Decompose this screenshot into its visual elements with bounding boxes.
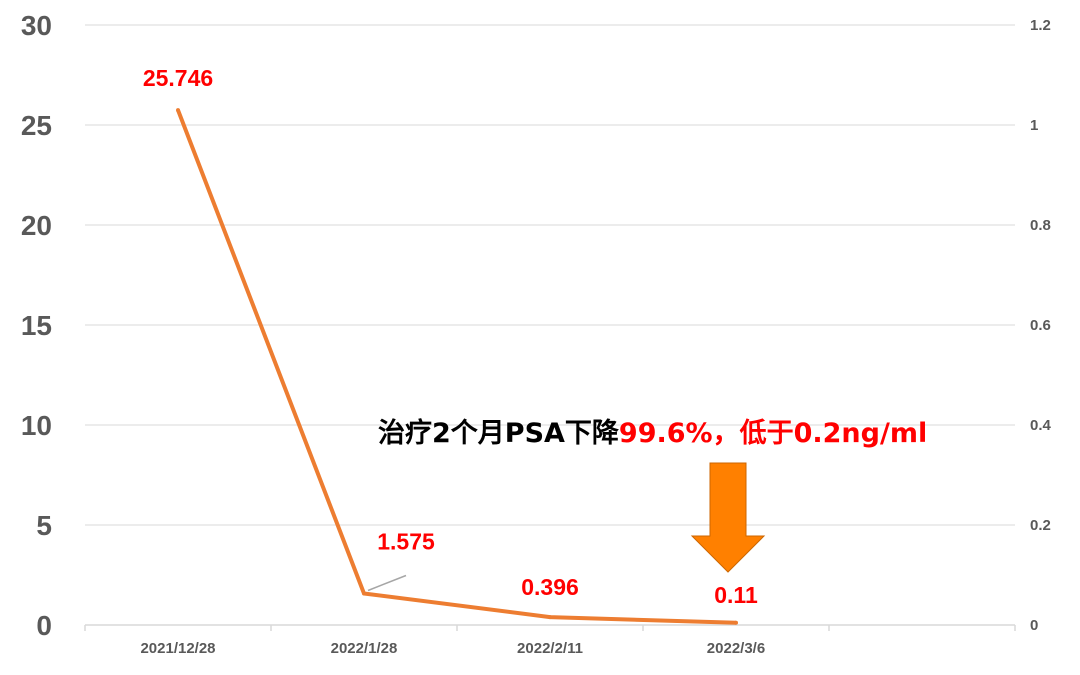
data-label: 0.396 <box>521 574 579 600</box>
y-tick-label: 20 <box>21 210 52 241</box>
data-label: 25.746 <box>143 65 213 91</box>
annotation-text: 治疗2个月PSA下降99.6%，低于0.2ng/ml <box>378 417 927 449</box>
psa-series <box>176 108 738 625</box>
gridlines <box>85 24 1015 526</box>
y-tick-label: 25 <box>21 110 52 141</box>
data-point <box>548 615 552 620</box>
annotation-text-black: 治疗2个月PSA下降 <box>378 417 620 449</box>
y2-tick-label: 1 <box>1030 117 1038 134</box>
annotation-text-red: 99.6%，低于0.2ng/ml <box>619 418 927 449</box>
x-tick-label: 2022/1/28 <box>331 640 398 657</box>
down-arrow-icon <box>690 462 766 573</box>
y2-tick-label: 1.2 <box>1030 17 1051 34</box>
y2-tick-label: 0.4 <box>1030 417 1052 434</box>
y-tick-label: 30 <box>21 10 52 41</box>
series-line <box>176 109 737 625</box>
data-labels: 25.746 1.575 0.396 0.11 <box>143 65 758 608</box>
y-axis-left: 0 5 10 15 20 25 30 <box>21 10 52 641</box>
x-tick-label: 2022/2/11 <box>517 640 583 657</box>
data-point <box>734 620 738 625</box>
data-label: 1.575 <box>377 529 435 555</box>
annotation: 治疗2个月PSA下降99.6%，低于0.2ng/ml <box>378 417 927 573</box>
x-tick-label: 2021/12/28 <box>140 640 215 657</box>
data-label: 0.11 <box>714 582 758 608</box>
y2-tick-label: 0.6 <box>1030 317 1051 334</box>
y2-tick-label: 0.8 <box>1030 217 1051 234</box>
y-axis-right: 0 0.2 0.4 0.6 0.8 1 1.2 <box>1030 17 1052 634</box>
data-point <box>176 108 180 113</box>
label-leader-line <box>367 574 407 592</box>
x-tick-label: 2022/3/6 <box>707 640 765 657</box>
x-axis: 2021/12/28 2022/1/28 2022/2/11 2022/3/6 <box>84 624 1016 657</box>
y-tick-label: 10 <box>21 410 52 441</box>
y-tick-label: 15 <box>21 310 52 341</box>
y2-tick-label: 0.2 <box>1030 517 1051 534</box>
y-tick-label: 5 <box>36 510 52 541</box>
y-tick-label: 0 <box>36 610 52 641</box>
y2-tick-label: 0 <box>1030 617 1038 634</box>
data-point <box>362 591 366 596</box>
